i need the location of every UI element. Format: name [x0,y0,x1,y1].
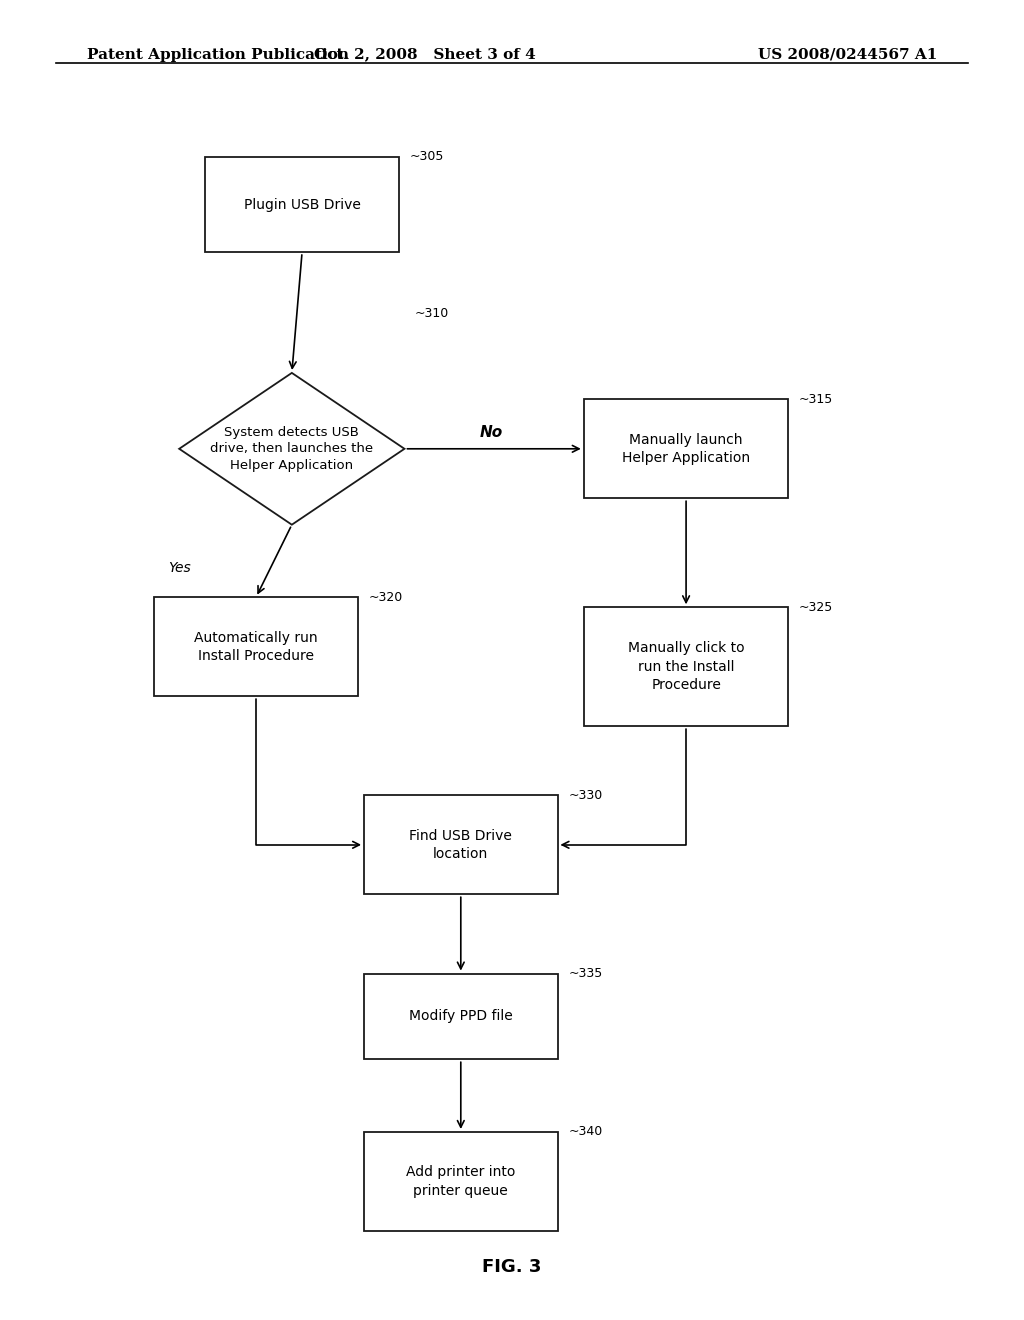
Text: ~320: ~320 [369,591,402,603]
FancyBboxPatch shape [205,157,399,252]
Text: ~315: ~315 [799,393,833,405]
Text: Manually click to
run the Install
Procedure: Manually click to run the Install Proced… [628,642,744,692]
FancyBboxPatch shape [584,607,788,726]
Text: Oct. 2, 2008   Sheet 3 of 4: Oct. 2, 2008 Sheet 3 of 4 [314,48,536,62]
FancyBboxPatch shape [584,399,788,498]
Text: ~325: ~325 [799,601,833,614]
Text: US 2008/0244567 A1: US 2008/0244567 A1 [758,48,937,62]
FancyBboxPatch shape [364,1131,558,1230]
FancyBboxPatch shape [364,795,558,895]
FancyBboxPatch shape [364,974,558,1059]
Text: Plugin USB Drive: Plugin USB Drive [244,198,360,211]
Text: Patent Application Publication: Patent Application Publication [87,48,349,62]
Text: Manually launch
Helper Application: Manually launch Helper Application [622,433,751,465]
Text: Yes: Yes [168,561,190,574]
Text: System detects USB
drive, then launches the
Helper Application: System detects USB drive, then launches … [210,426,374,471]
Text: No: No [480,425,503,441]
Text: ~330: ~330 [568,789,602,801]
Text: Automatically run
Install Procedure: Automatically run Install Procedure [195,631,317,663]
Text: Find USB Drive
location: Find USB Drive location [410,829,512,861]
Text: ~340: ~340 [568,1125,602,1138]
Text: Add printer into
printer queue: Add printer into printer queue [407,1166,515,1197]
Text: Modify PPD file: Modify PPD file [409,1010,513,1023]
FancyBboxPatch shape [154,597,358,697]
Text: FIG. 3: FIG. 3 [482,1258,542,1276]
Text: ~335: ~335 [568,966,602,979]
Text: ~305: ~305 [410,150,444,164]
Polygon shape [179,372,404,524]
Text: ~310: ~310 [415,306,449,319]
